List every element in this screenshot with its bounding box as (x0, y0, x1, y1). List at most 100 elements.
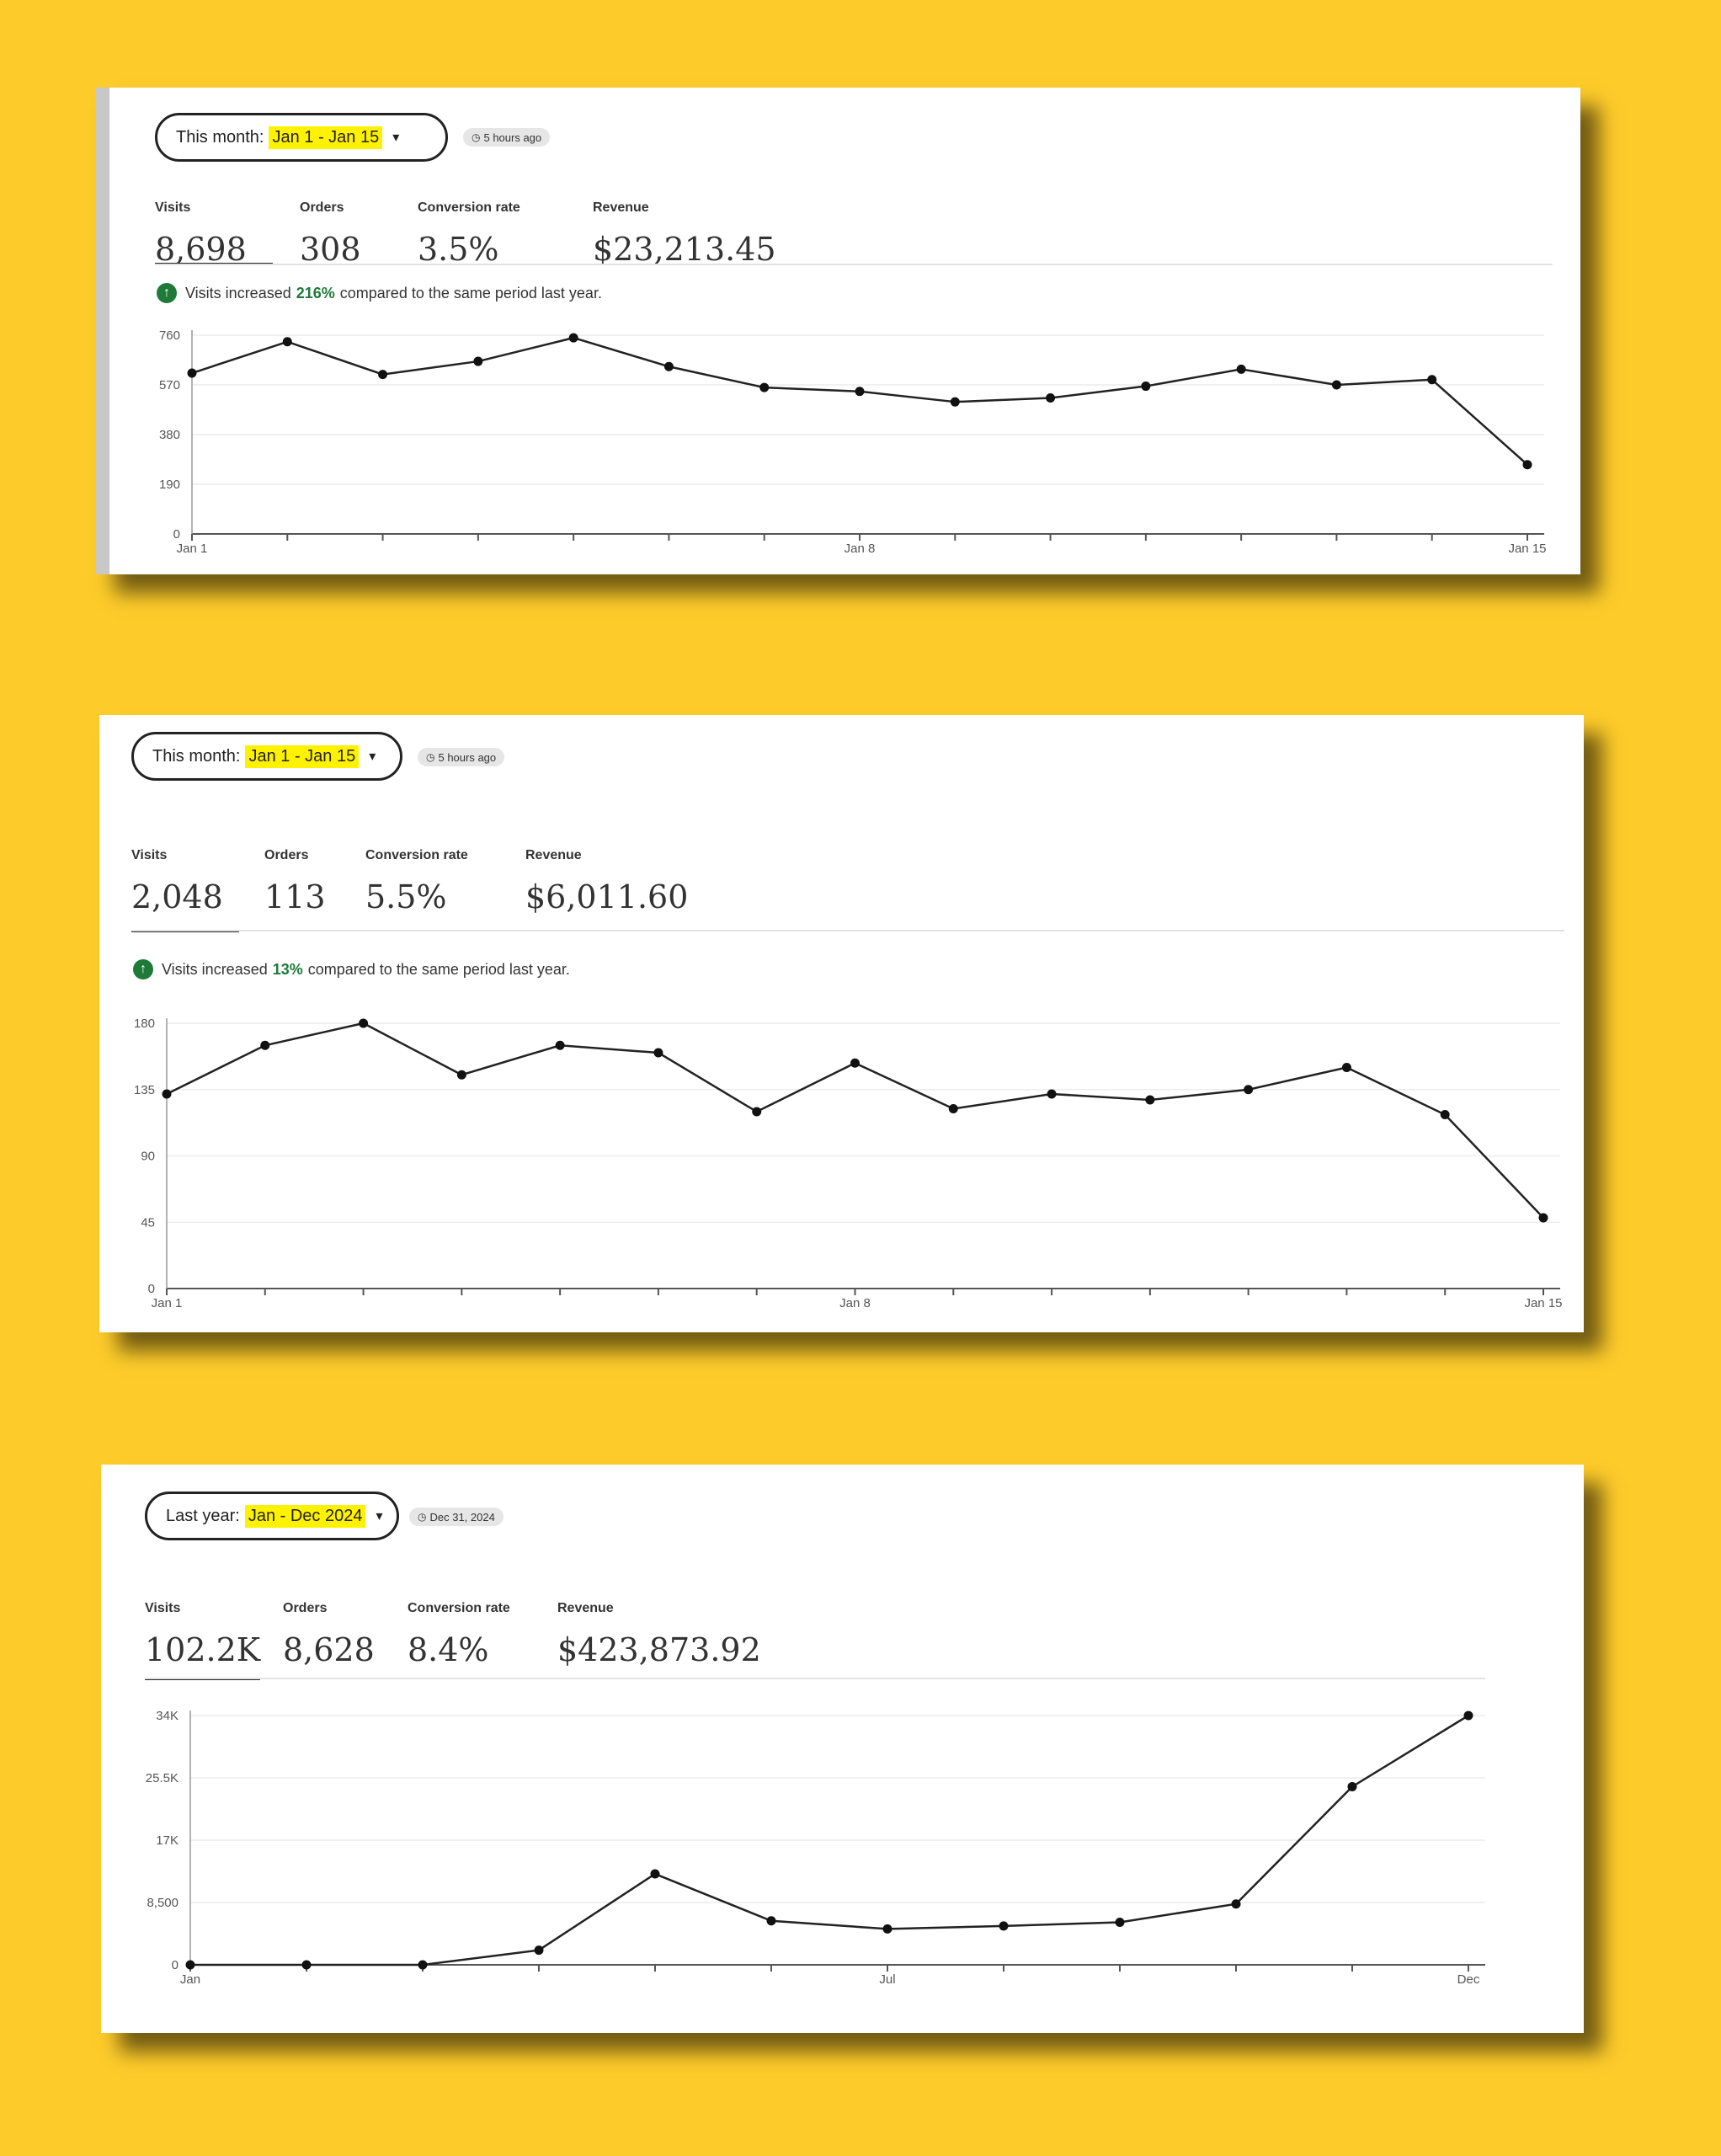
data-point[interactable] (1522, 460, 1532, 470)
data-point[interactable] (1440, 1110, 1450, 1119)
x-tick-label: Dec (1457, 1972, 1480, 1987)
data-point[interactable] (650, 1869, 660, 1879)
data-point[interactable] (301, 1960, 312, 1970)
data-point[interactable] (359, 1018, 369, 1028)
data-point[interactable] (568, 333, 578, 343)
clock-icon: ◷ (418, 1511, 427, 1523)
data-point[interactable] (855, 387, 865, 397)
metrics-divider (155, 264, 1553, 265)
metric-visits[interactable]: Visits 8,698 (155, 200, 247, 268)
metric-value: 8,698 (155, 231, 247, 268)
last-updated-badge: ◷ Dec 31, 2024 (409, 1508, 504, 1526)
data-point[interactable] (1047, 1089, 1057, 1099)
metrics-divider (145, 1678, 1485, 1679)
insight-percent: 13% (272, 960, 303, 978)
data-point[interactable] (534, 1945, 544, 1956)
x-tick-label: Jan 8 (845, 542, 876, 556)
data-point[interactable] (456, 1070, 466, 1080)
insight-banner: ↑ Visits increased 216% compared to the … (157, 283, 602, 303)
data-point[interactable] (1231, 1899, 1241, 1909)
y-tick-label: 190 (159, 478, 180, 492)
data-point[interactable] (999, 1921, 1009, 1931)
data-point[interactable] (752, 1107, 762, 1117)
clock-icon: ◷ (426, 751, 435, 763)
data-point[interactable] (1046, 393, 1056, 403)
data-point[interactable] (759, 382, 770, 392)
insight-prefix: Visits increased (162, 960, 268, 978)
y-tick-label: 180 (134, 1017, 155, 1031)
data-point[interactable] (950, 397, 960, 407)
data-point[interactable] (473, 356, 483, 366)
metric-orders[interactable]: Orders 8,628 (283, 1601, 375, 1668)
metric-conversion-rate[interactable]: Conversion rate 5.5% (365, 848, 468, 915)
metric-value: 308 (300, 231, 361, 268)
y-tick-label: 0 (172, 1958, 178, 1972)
data-point[interactable] (555, 1040, 565, 1050)
data-point[interactable] (1427, 375, 1437, 385)
date-range-dropdown[interactable]: Last year: Jan - Dec 2024 ▾ (145, 1492, 399, 1540)
metric-visits[interactable]: Visits 2,048 (131, 848, 223, 915)
metric-revenue[interactable]: Revenue $423,873.92 (557, 1601, 761, 1668)
data-point[interactable] (948, 1104, 958, 1113)
data-point[interactable] (1244, 1085, 1254, 1095)
y-tick-label: 45 (141, 1215, 155, 1230)
data-point[interactable] (162, 1089, 172, 1099)
metric-label: Orders (300, 200, 344, 215)
data-point[interactable] (653, 1048, 663, 1058)
arrow-up-icon: ↑ (133, 959, 153, 979)
metric-orders[interactable]: Orders 113 (264, 848, 326, 915)
period-range: Jan 1 - Jan 15 (269, 125, 383, 149)
metrics-divider (131, 930, 1564, 931)
metric-label: Orders (283, 1601, 328, 1615)
metric-value: $23,213.45 (593, 231, 776, 268)
data-point[interactable] (418, 1960, 428, 1970)
data-point[interactable] (1341, 1063, 1351, 1072)
data-point[interactable] (1145, 1095, 1155, 1105)
data-point[interactable] (1115, 1918, 1125, 1928)
metric-value: $6,011.60 (525, 878, 689, 915)
data-point[interactable] (1331, 380, 1341, 390)
metric-label: Revenue (525, 848, 582, 862)
insight-percent: 216% (296, 284, 335, 302)
chevron-down-icon: ▾ (376, 1509, 383, 1524)
metric-visits[interactable]: Visits 102.2K (145, 1601, 260, 1668)
data-point[interactable] (378, 370, 388, 380)
data-point[interactable] (663, 361, 674, 371)
visits-line-chart: 0 190 380 570 760 Jan 1 Jan 8 Jan 15 (159, 328, 1547, 556)
y-tick-label: 0 (148, 1282, 155, 1296)
last-updated-badge: ◷ 5 hours ago (463, 128, 551, 147)
y-tick-label: 760 (159, 328, 180, 343)
metric-revenue[interactable]: Revenue $6,011.60 (525, 848, 688, 915)
y-tick-label: 90 (141, 1150, 155, 1164)
y-tick-label: 135 (134, 1083, 155, 1097)
period-label: This month: (152, 746, 241, 766)
stats-card-3: Last year: Jan - Dec 2024 ▾ ◷ Dec 31, 20… (101, 1465, 1584, 2033)
metric-conversion-rate[interactable]: Conversion rate 8.4% (408, 1601, 510, 1668)
insight-suffix: compared to the same period last year. (307, 960, 570, 978)
chevron-down-icon: ▾ (369, 750, 376, 764)
metric-orders[interactable]: Orders 308 (300, 200, 361, 268)
stats-card-1: This month: Jan 1 - Jan 15 ▾ ◷ 5 hours a… (96, 88, 1580, 574)
data-point[interactable] (1141, 382, 1151, 392)
data-point[interactable] (260, 1040, 270, 1050)
data-point[interactable] (766, 1916, 776, 1926)
period-label: This month: (176, 127, 264, 147)
data-point[interactable] (850, 1058, 860, 1068)
metric-revenue[interactable]: Revenue $23,213.45 (593, 200, 776, 268)
data-point[interactable] (187, 368, 197, 378)
date-range-dropdown[interactable]: This month: Jan 1 - Jan 15 ▾ (155, 113, 448, 162)
data-point[interactable] (1538, 1213, 1548, 1223)
x-tick-label: Jan 15 (1524, 1296, 1562, 1310)
last-updated-badge: ◷ 5 hours ago (418, 748, 505, 766)
data-point[interactable] (1463, 1710, 1473, 1721)
data-point[interactable] (282, 337, 292, 347)
data-point[interactable] (1347, 1781, 1357, 1791)
data-point[interactable] (185, 1960, 195, 1970)
last-updated-text: 5 hours ago (438, 750, 497, 764)
data-point[interactable] (1236, 364, 1246, 374)
data-point[interactable] (882, 1924, 892, 1934)
insight-banner: ↑ Visits increased 13% compared to the s… (133, 959, 570, 979)
date-range-dropdown[interactable]: This month: Jan 1 - Jan 15 ▾ (131, 732, 402, 781)
metric-conversion-rate[interactable]: Conversion rate 3.5% (418, 200, 520, 268)
insight-prefix: Visits increased (185, 284, 291, 302)
